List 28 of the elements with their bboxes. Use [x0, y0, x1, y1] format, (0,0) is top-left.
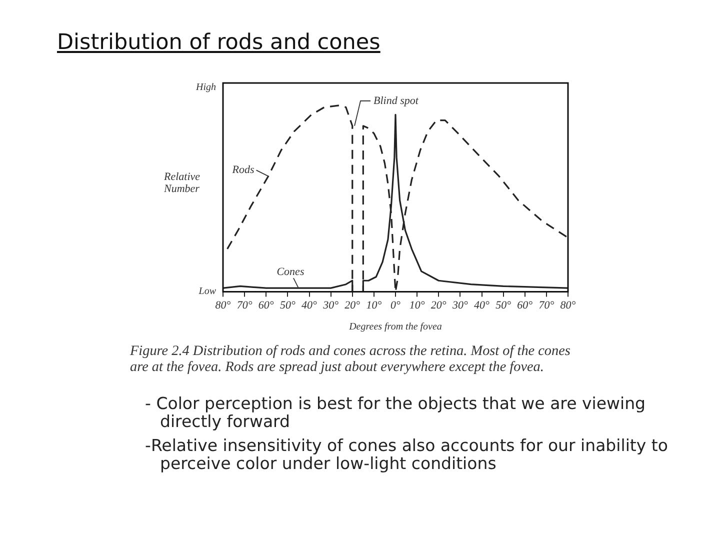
series-label: Rods: [231, 164, 254, 176]
annotation: Blind spot: [374, 94, 420, 107]
x-tick-label: 40°: [302, 299, 318, 312]
text: High: [196, 82, 216, 94]
x-tick-label: 50°: [280, 299, 296, 312]
chart-title: Distribution of rods and cones: [57, 30, 380, 55]
x-tick-label: 50°: [496, 299, 512, 312]
x-tick-label: 70°: [236, 299, 253, 312]
series-label: Cones: [276, 266, 304, 278]
y-axis-title: Relative Number: [164, 171, 202, 196]
x-tick-label: 10°: [409, 299, 426, 312]
caption: Figure 2.4 Distribution of rods and cones across the retina. Most of the cones are at the fovea. Rods are spread just about everywhere except the fovea.: [130, 343, 572, 375]
x-tick-label: 10°: [366, 299, 382, 312]
x-tick-label: 60°: [517, 299, 534, 312]
x-tick-label: 30°: [451, 299, 468, 312]
x-tick-label: 20°: [344, 299, 361, 312]
x-tick-label: 80°: [560, 299, 576, 312]
x-tick-label: 80°: [215, 299, 232, 312]
text: -Relative insensitivity of cones also accounts for our inability to perceive color under low-light conditions: [145, 436, 669, 473]
x-tick-label: 30°: [322, 299, 340, 312]
x-tick-label: 70°: [538, 299, 555, 312]
x-axis-title: Degrees from the fovea: [348, 322, 442, 333]
text: - Color perception is best for the objects that we are viewing directly forward: [145, 394, 647, 431]
x-tick-label: 0°: [390, 299, 402, 312]
text: Low: [198, 286, 216, 298]
x-tick-label: 60°: [258, 299, 274, 312]
x-tick-label: 40°: [474, 299, 490, 312]
x-tick-label: 20°: [430, 299, 447, 312]
